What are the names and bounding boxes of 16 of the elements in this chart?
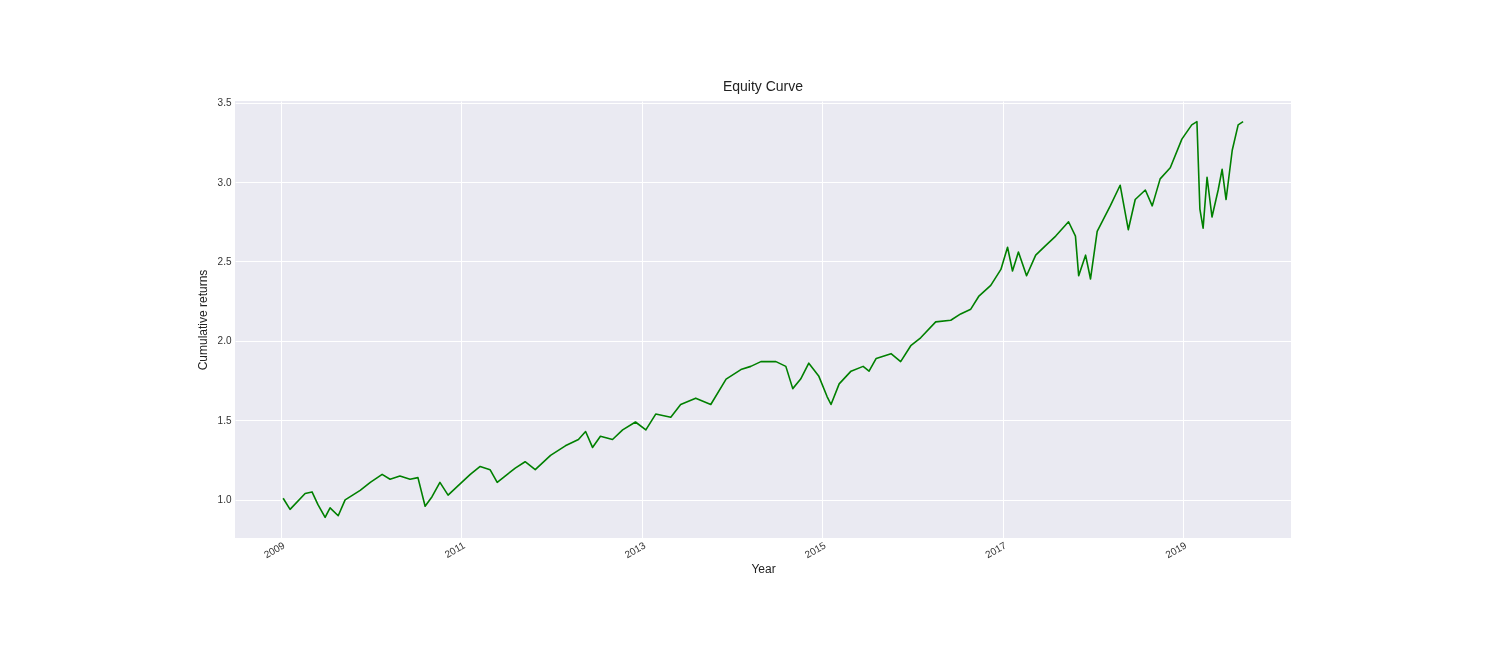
y-tick-label: 2.5 [217,256,232,267]
x-tick-label: 2009 [261,539,288,561]
y-tick-label: 2.0 [217,335,232,347]
chart-title: Equity Curve [722,77,804,94]
x-tick-label: 2017 [983,539,1009,561]
y-axis-title: Cumulative returns [195,269,210,371]
line-series [282,120,1244,519]
x-tick-label: 2013 [622,539,648,561]
y-tick-label: 1.0 [217,494,232,506]
x-tick-label: 2011 [442,539,468,560]
y-tick-label: 3.5 [217,97,232,109]
x-axis-title: Year [751,562,776,577]
y-tick-label: 1.5 [217,414,232,426]
x-tick-label: 2015 [802,539,829,561]
y-tick-label: 3.0 [217,176,232,188]
x-tick-label: 2019 [1163,539,1189,561]
